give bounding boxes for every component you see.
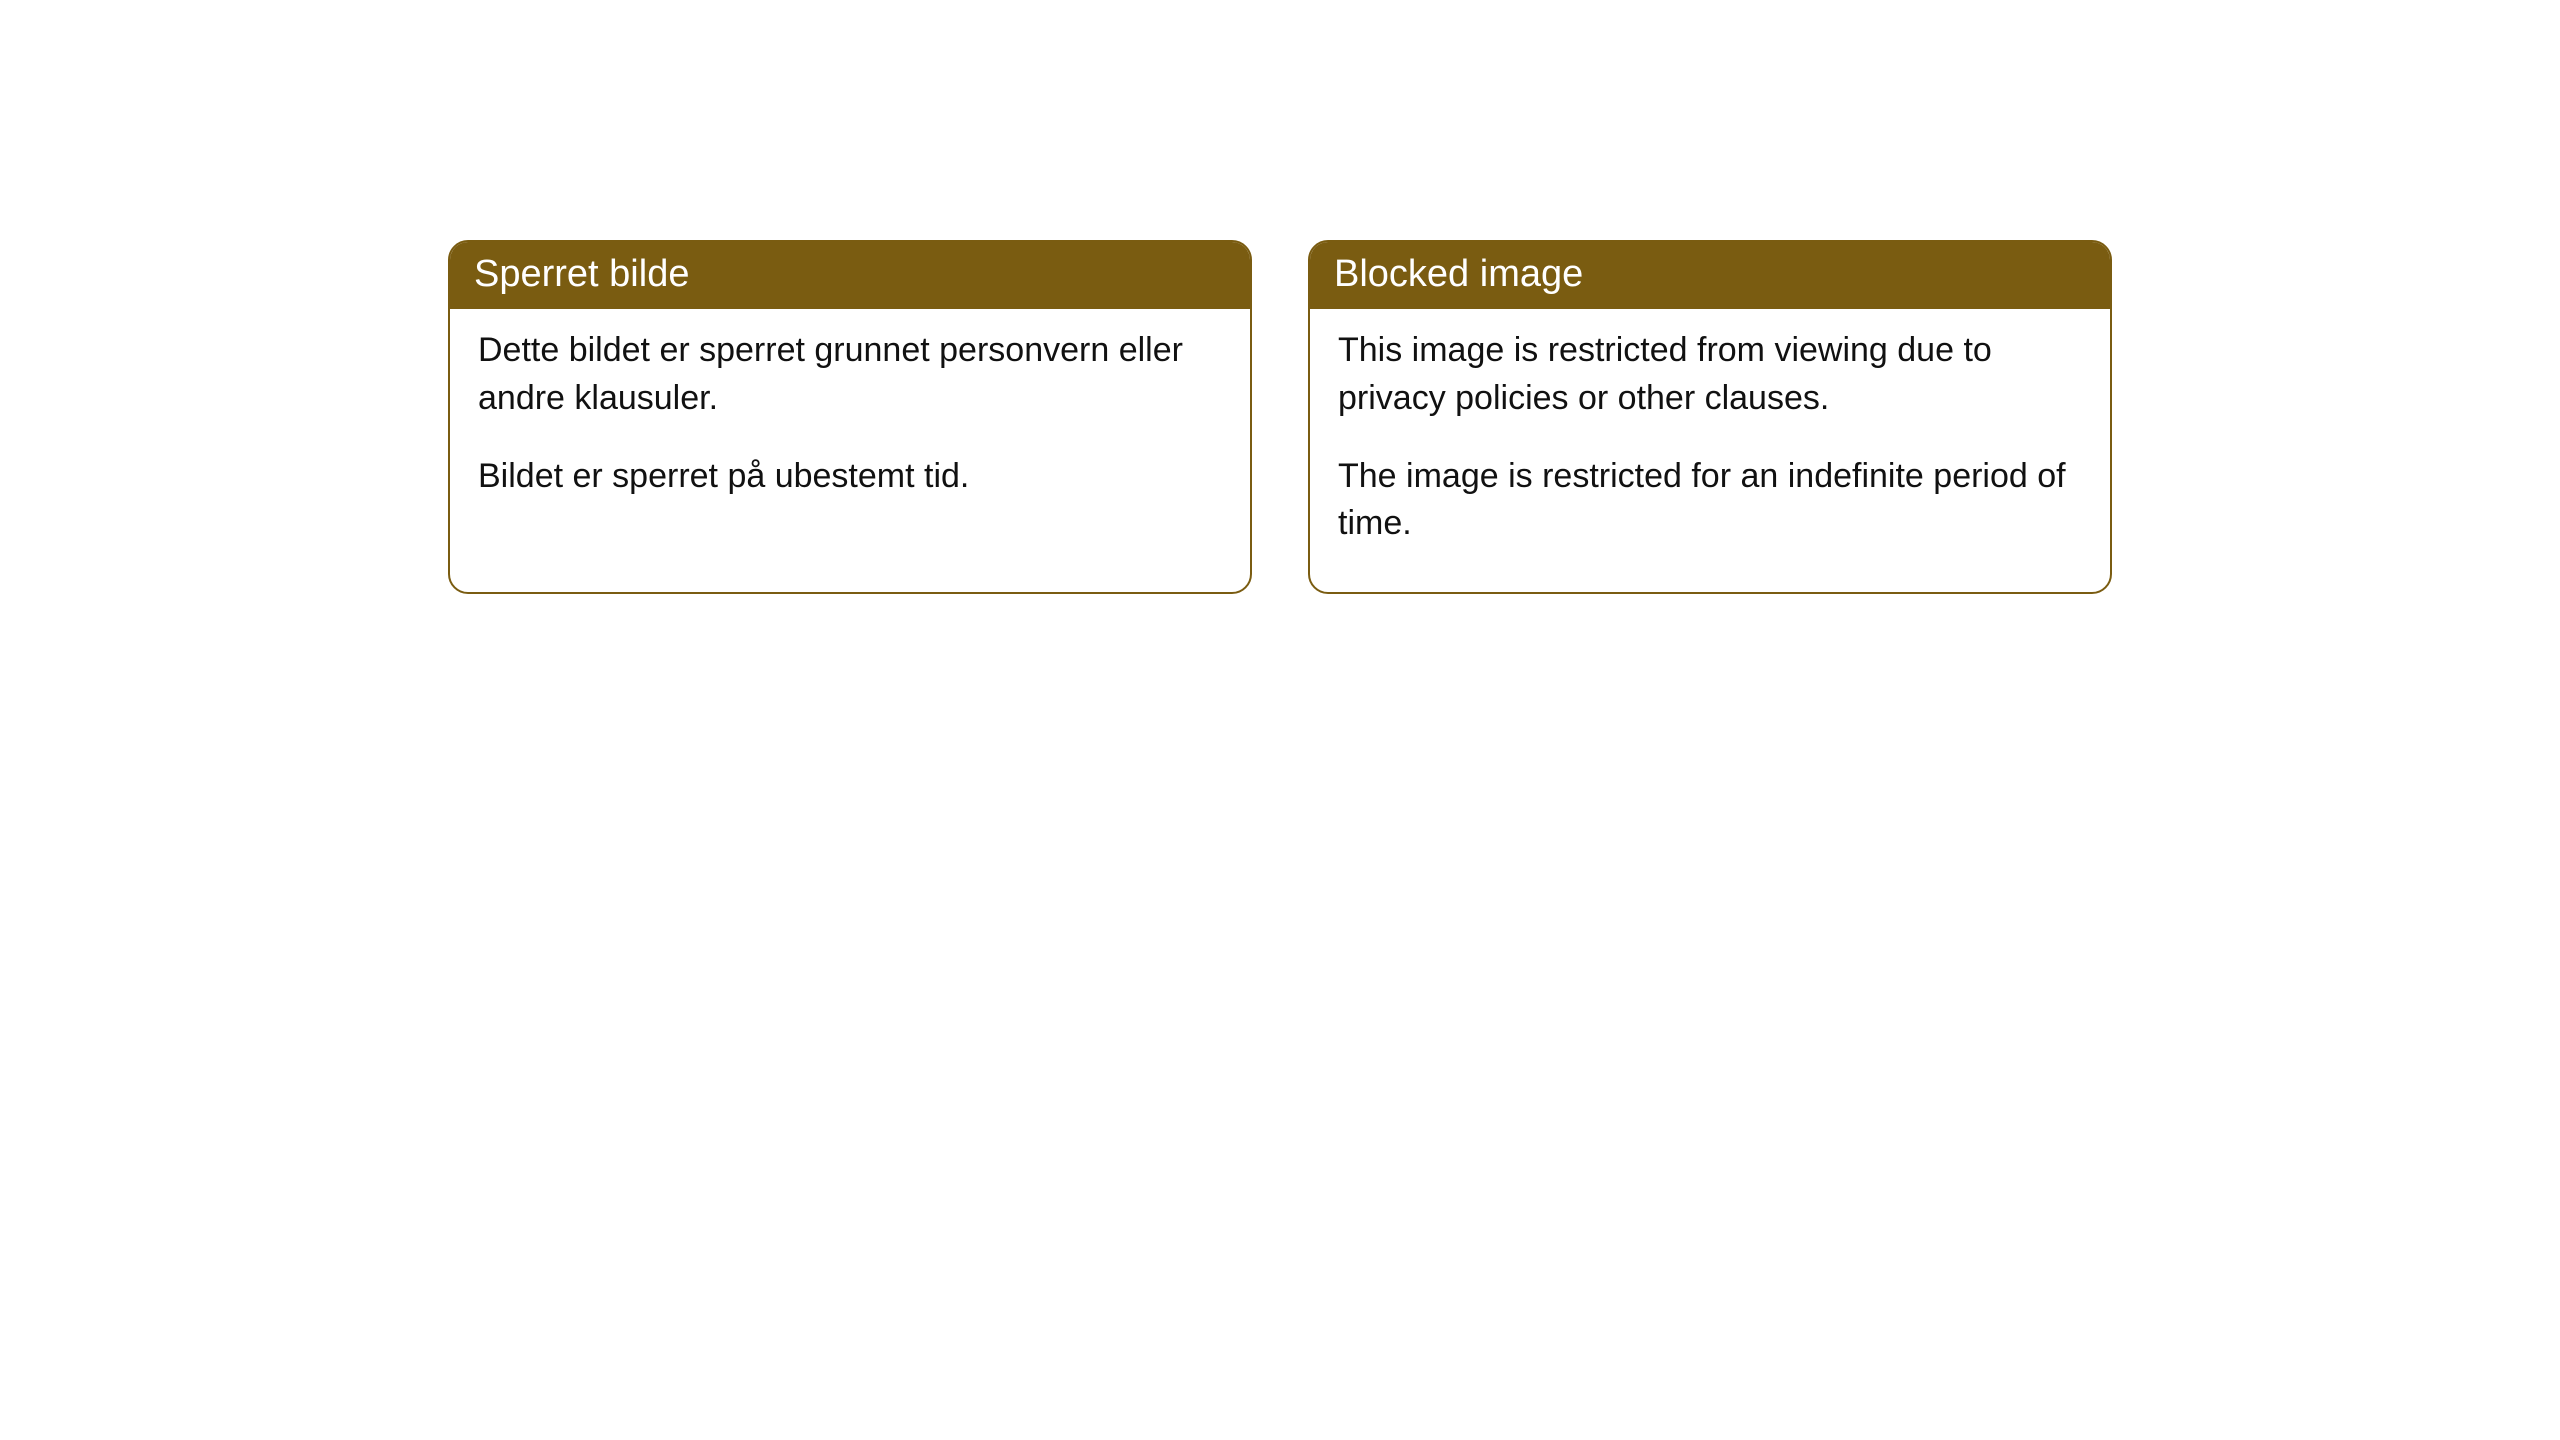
notice-card-norwegian: Sperret bilde Dette bildet er sperret gr… <box>448 240 1252 594</box>
notice-paragraph: The image is restricted for an indefinit… <box>1338 453 2082 548</box>
notice-card-body: This image is restricted from viewing du… <box>1310 309 2110 591</box>
notice-card-title: Sperret bilde <box>450 242 1250 309</box>
notice-paragraph: This image is restricted from viewing du… <box>1338 327 2082 422</box>
notice-card-title: Blocked image <box>1310 242 2110 309</box>
notice-paragraph: Dette bildet er sperret grunnet personve… <box>478 327 1222 422</box>
notice-cards-container: Sperret bilde Dette bildet er sperret gr… <box>0 0 2560 594</box>
notice-paragraph: Bildet er sperret på ubestemt tid. <box>478 453 1222 501</box>
notice-card-english: Blocked image This image is restricted f… <box>1308 240 2112 594</box>
notice-card-body: Dette bildet er sperret grunnet personve… <box>450 309 1250 544</box>
